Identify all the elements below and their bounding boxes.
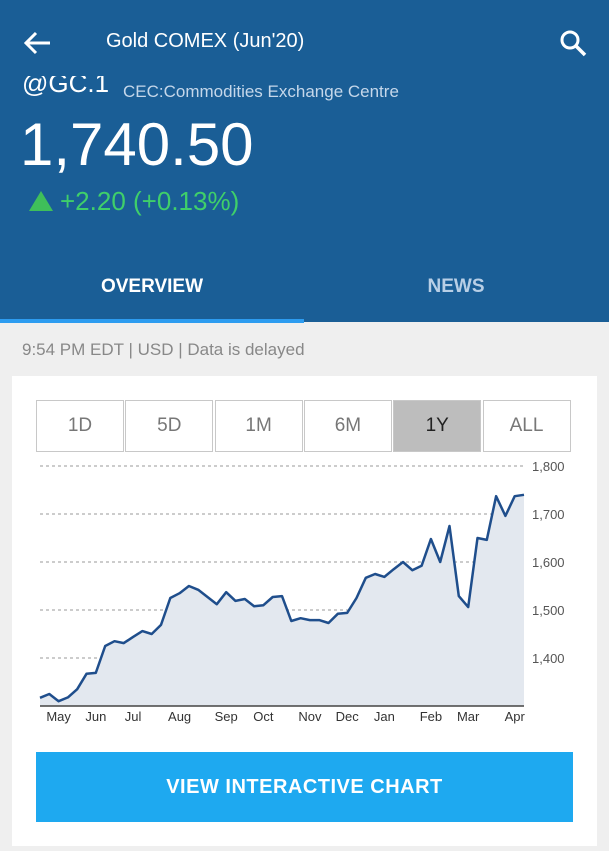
tab-indicator: [0, 319, 304, 323]
tab[interactable]: OVERVIEW: [100, 276, 204, 297]
range-button[interactable]: ALL: [482, 400, 571, 452]
status: 9:54 PM EDT | USD | Data is delayed: [22, 340, 305, 359]
view-chart-button[interactable]: VIEW INTERACTIVE CHART: [36, 752, 573, 822]
page-title: Gold COMEX (Jun'20): [106, 30, 305, 52]
price: 1,740.50: [20, 111, 254, 178]
symbol: @GC.1: [22, 76, 110, 98]
range-button[interactable]: 1M: [214, 400, 303, 452]
header: [0, 0, 609, 322]
range-button[interactable]: 1Y: [393, 400, 482, 452]
exchange: CEC:Commodities Exchange Centre: [123, 82, 399, 101]
range-button[interactable]: 1D: [36, 400, 124, 452]
range-button[interactable]: 5D: [125, 400, 214, 452]
back-button[interactable]: [22, 30, 52, 56]
up-arrow: [29, 191, 53, 211]
range-button[interactable]: 6M: [303, 400, 392, 452]
price-change: +2.20 (+0.13%): [60, 186, 240, 216]
tab[interactable]: NEWS: [427, 276, 485, 297]
search-button[interactable]: [558, 28, 588, 58]
symbol-row: @GC.1 CEC:Commodities Exchange Centre: [0, 76, 609, 106]
